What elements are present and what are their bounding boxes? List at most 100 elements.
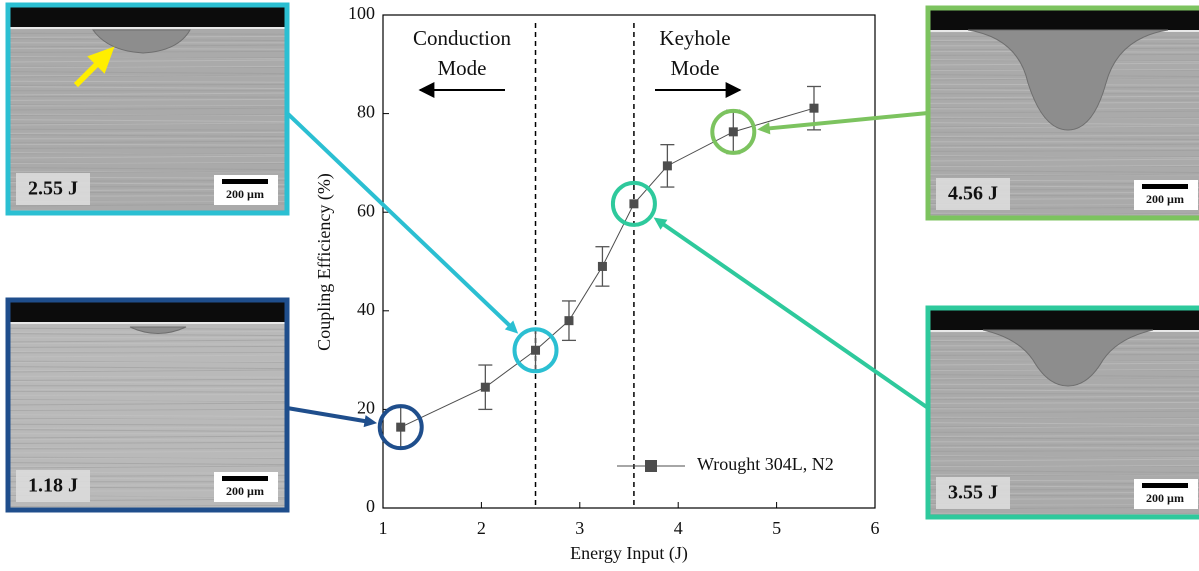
label-box — [936, 178, 1010, 210]
melt-pool — [982, 329, 1154, 387]
x-tick-label: 5 — [772, 518, 781, 538]
legend-label: Wrought 304L, N2 — [697, 454, 834, 474]
connector — [285, 111, 513, 329]
texture — [8, 342, 287, 345]
mount — [8, 5, 287, 27]
point — [662, 161, 672, 171]
label-box — [16, 173, 90, 205]
series-line — [400, 107, 815, 428]
y-axis-label: Coupling Efficiency (%) — [314, 173, 335, 351]
label-box — [16, 470, 90, 502]
texture — [8, 450, 287, 454]
scale-label: 200 µm — [1146, 192, 1184, 206]
y-tick-label: 20 — [357, 398, 375, 418]
point — [564, 316, 574, 326]
mode-annotation: Keyhole — [659, 26, 730, 50]
micrograph: 3.55 J 200 µm — [928, 308, 1199, 517]
texture — [8, 360, 287, 363]
texture — [8, 375, 287, 378]
texture — [8, 417, 287, 421]
texture — [8, 59, 287, 63]
texture — [928, 431, 1199, 434]
point — [531, 345, 541, 355]
melt-pool — [92, 29, 191, 54]
texture — [928, 146, 1199, 149]
texture — [8, 170, 287, 174]
texture — [8, 369, 287, 373]
texture — [928, 464, 1199, 467]
melt-pool — [967, 29, 1169, 131]
highlight-circle — [610, 180, 657, 227]
texture — [8, 456, 287, 459]
texture — [8, 333, 287, 337]
point — [629, 199, 639, 209]
texture — [928, 512, 1199, 515]
texture — [928, 416, 1199, 419]
scale-label: 200 µm — [226, 484, 264, 498]
texture — [928, 425, 1199, 429]
texture — [8, 80, 287, 83]
melt-pool — [129, 326, 187, 334]
texture — [8, 74, 287, 78]
texture — [8, 429, 287, 433]
texture — [928, 401, 1199, 404]
texture — [8, 140, 287, 144]
texture — [928, 410, 1199, 414]
texture — [8, 438, 287, 441]
connector-head — [363, 415, 378, 428]
inset-label: 1.18 J — [28, 475, 78, 497]
texture — [8, 146, 287, 149]
texture — [928, 437, 1199, 441]
texture — [8, 381, 287, 385]
x-tick-label: 1 — [379, 518, 388, 538]
texture — [928, 449, 1199, 452]
texture — [8, 155, 287, 159]
micrograph-inset: 4.56 J 200 µm — [925, 5, 1199, 221]
texture — [8, 119, 287, 123]
highlight-arrow — [73, 46, 115, 88]
texture — [8, 86, 287, 90]
y-tick-label: 60 — [357, 200, 375, 220]
texture — [928, 470, 1199, 474]
texture — [8, 83, 287, 86]
x-tick-label: 6 — [871, 518, 880, 538]
texture — [928, 395, 1199, 399]
texture — [8, 378, 287, 381]
point — [597, 261, 607, 271]
texture — [8, 414, 287, 418]
texture — [8, 167, 287, 171]
inset-border — [5, 297, 290, 513]
micrograph-inset: 1.18 J 200 µm — [5, 297, 290, 513]
mount — [8, 300, 287, 322]
texture — [8, 366, 287, 370]
texture — [8, 354, 287, 358]
texture — [8, 465, 287, 469]
connector — [660, 221, 930, 410]
highlight-circle — [710, 108, 757, 155]
texture — [928, 212, 1199, 215]
texture — [8, 71, 287, 75]
texture — [8, 131, 287, 134]
texture — [8, 408, 287, 411]
texture — [928, 158, 1199, 162]
mode-annotation: Conduction — [413, 26, 511, 50]
texture — [928, 458, 1199, 462]
mount — [928, 8, 1199, 30]
texture — [928, 389, 1199, 393]
texture — [8, 95, 287, 98]
y-tick-label: 100 — [348, 3, 375, 23]
inset-label: 2.55 J — [28, 178, 78, 200]
connector-head — [653, 217, 668, 230]
texture — [928, 446, 1199, 449]
connector-head — [757, 122, 771, 135]
texture — [8, 134, 287, 138]
legend-marker — [645, 460, 657, 472]
texture — [8, 92, 287, 96]
texture — [928, 134, 1199, 137]
highlight-circle — [377, 404, 424, 451]
micrograph: 1.18 J 200 µm — [8, 300, 287, 510]
scale-bar — [1142, 184, 1188, 189]
texture — [928, 131, 1199, 134]
texture — [928, 170, 1199, 174]
